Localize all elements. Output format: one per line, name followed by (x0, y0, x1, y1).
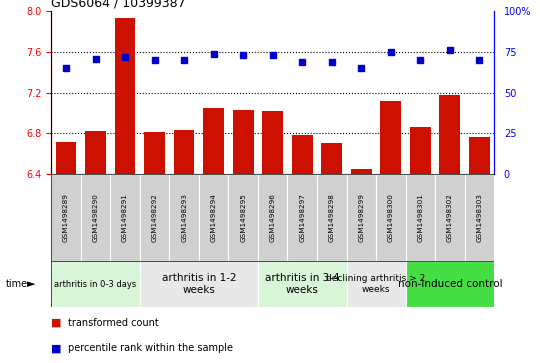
Bar (51, 174, 81, 261)
Bar (170, 174, 199, 261)
Text: GSM1498301: GSM1498301 (417, 193, 423, 242)
Bar (406, 174, 435, 261)
Text: GSM1498294: GSM1498294 (211, 193, 217, 242)
Bar (351, 169, 372, 174)
Bar (406, 261, 494, 307)
Text: GSM1498299: GSM1498299 (358, 193, 365, 242)
Text: arthritis in 1-2
weeks: arthritis in 1-2 weeks (161, 273, 236, 295)
Text: GSM1498293: GSM1498293 (181, 193, 187, 242)
Text: ■: ■ (51, 318, 62, 328)
Bar (464, 174, 494, 261)
Bar (347, 174, 376, 261)
Bar (292, 135, 313, 174)
Bar (199, 174, 228, 261)
Text: time: time (5, 279, 28, 289)
Bar (144, 132, 165, 174)
Bar (321, 143, 342, 174)
Text: arthritis in 3-4
weeks: arthritis in 3-4 weeks (265, 273, 340, 295)
Text: GSM1498302: GSM1498302 (447, 193, 453, 242)
Bar (376, 174, 406, 261)
Bar (381, 101, 401, 174)
Text: ■: ■ (51, 343, 62, 354)
Bar (110, 174, 140, 261)
Bar (440, 95, 460, 174)
Text: GSM1498290: GSM1498290 (92, 193, 99, 242)
Text: GSM1498298: GSM1498298 (329, 193, 335, 242)
Bar (115, 18, 136, 174)
Text: non-induced control: non-induced control (397, 279, 502, 289)
Bar (410, 127, 430, 174)
Bar (435, 174, 464, 261)
Bar (347, 261, 406, 307)
Bar (262, 111, 283, 174)
Text: GDS6064 / 10399387: GDS6064 / 10399387 (51, 0, 186, 10)
Text: ►: ► (27, 279, 36, 289)
Bar (204, 108, 224, 174)
Text: declining arthritis > 2
weeks: declining arthritis > 2 weeks (326, 274, 426, 294)
Bar (317, 174, 347, 261)
Bar (56, 142, 76, 174)
Bar (140, 261, 258, 307)
Bar (258, 261, 347, 307)
Bar (233, 110, 253, 174)
Text: percentile rank within the sample: percentile rank within the sample (68, 343, 233, 354)
Text: GSM1498303: GSM1498303 (476, 193, 482, 242)
Bar (287, 174, 317, 261)
Bar (228, 174, 258, 261)
Text: GSM1498289: GSM1498289 (63, 193, 69, 242)
Bar (469, 138, 490, 174)
Bar (85, 131, 106, 174)
Bar (81, 174, 110, 261)
Text: transformed count: transformed count (68, 318, 158, 328)
Text: GSM1498295: GSM1498295 (240, 193, 246, 242)
Bar (51, 261, 140, 307)
Text: GSM1498291: GSM1498291 (122, 193, 128, 242)
Bar (140, 174, 170, 261)
Text: arthritis in 0-3 days: arthritis in 0-3 days (55, 280, 137, 289)
Text: GSM1498297: GSM1498297 (299, 193, 305, 242)
Text: GSM1498292: GSM1498292 (152, 193, 158, 242)
Text: GSM1498300: GSM1498300 (388, 193, 394, 242)
Bar (258, 174, 287, 261)
Text: GSM1498296: GSM1498296 (269, 193, 276, 242)
Bar (174, 130, 194, 174)
